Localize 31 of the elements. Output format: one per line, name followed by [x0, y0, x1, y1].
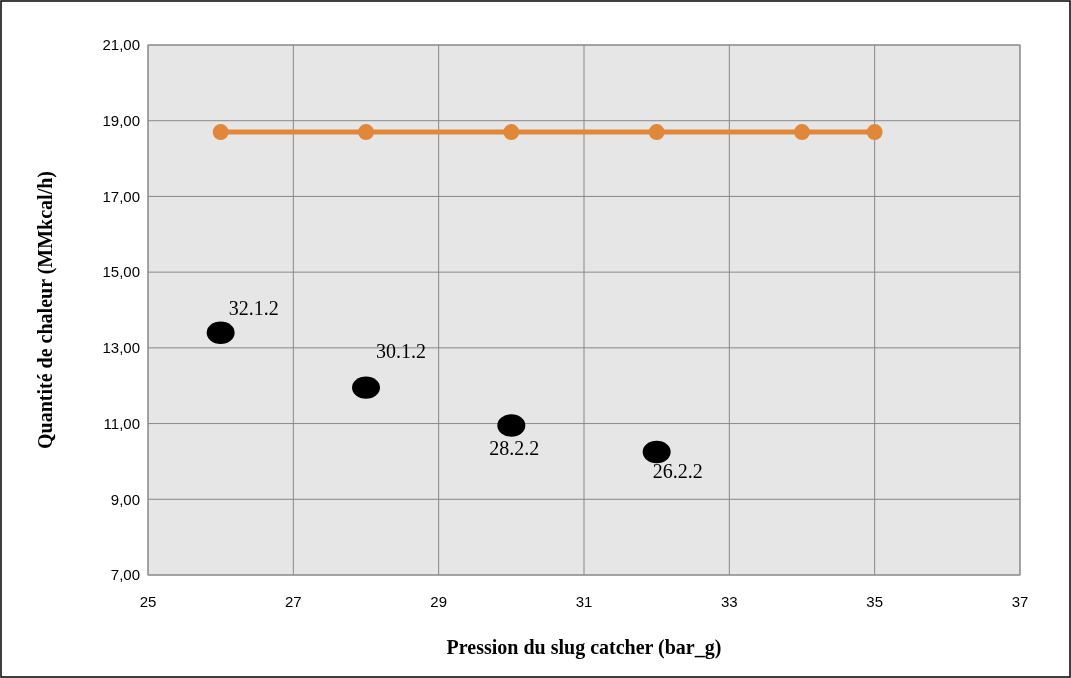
y-tick-label: 17,00: [102, 187, 140, 205]
x-tick-label: 33: [720, 593, 738, 610]
point: [212, 124, 229, 141]
point: [352, 376, 380, 399]
y-tick-label: 9,00: [110, 490, 140, 508]
annotation: 30.1.2: [376, 339, 426, 362]
annotation: 28.2.2: [489, 437, 540, 460]
point: [642, 440, 671, 464]
point: [497, 414, 526, 437]
x-axis-title: Pression du slug catcher (bar_g): [446, 636, 722, 659]
y-tick-label: 7,00: [110, 566, 140, 584]
point: [358, 124, 374, 141]
x-tick-label: 35: [866, 593, 884, 610]
x-tick-label: 29: [430, 593, 448, 610]
point: [503, 124, 520, 141]
annotation: 26.2.2: [652, 459, 703, 482]
annotation: 32.1.2: [228, 296, 279, 319]
point: [206, 321, 235, 344]
x-tick-label: 37: [1011, 593, 1029, 610]
point: [866, 124, 883, 141]
y-tick-label: 11,00: [103, 414, 140, 432]
x-tick-label: 25: [139, 593, 157, 610]
y-axis-title: Quantité de chaleur (MMkcal/h): [34, 171, 57, 449]
point: [648, 124, 665, 141]
y-tick-label: 15,00: [102, 263, 140, 281]
x-tick-label: 27: [284, 593, 302, 610]
x-tick-label: 31: [575, 593, 593, 610]
point: [794, 124, 810, 141]
y-tick-label: 19,00: [102, 111, 140, 129]
y-tick-label: 13,00: [102, 339, 140, 357]
y-tick-label: 21,00: [102, 36, 140, 54]
